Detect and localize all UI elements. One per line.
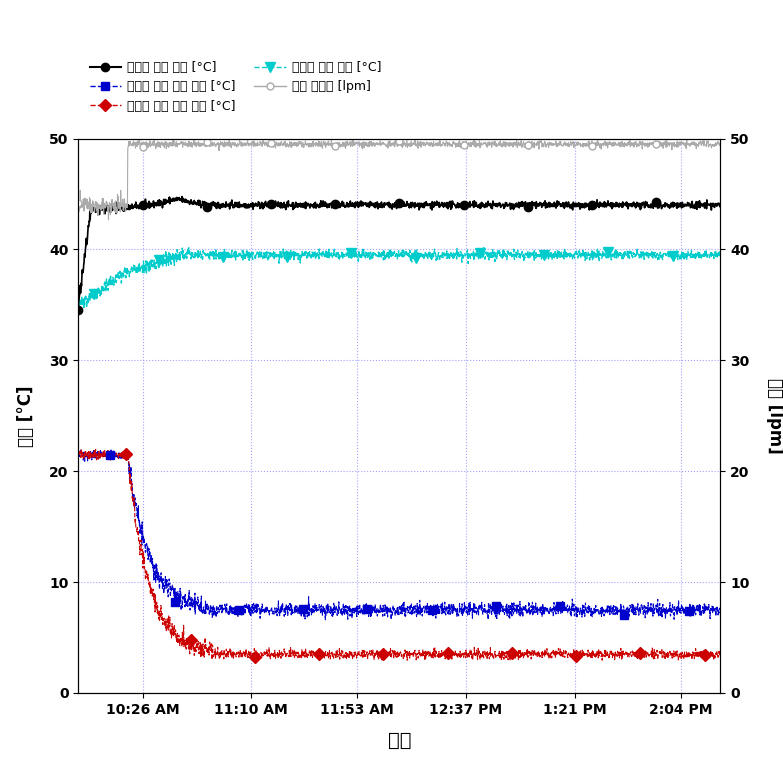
Y-axis label: 온도 [°C]: 온도 [°C] [17, 385, 35, 447]
Legend: 응첩기 출구 수온 [°C], 증발기 입구 공기 온도 [°C], 증발기 출구 공기 온도 [°C], 응첩기 입구 수온 [°C], 온수 순환량 [lp: 응첩기 출구 수온 [°C], 증발기 입구 공기 온도 [°C], 증발기 출… [85, 56, 386, 118]
X-axis label: 시간: 시간 [388, 731, 411, 750]
Y-axis label: 유량 [lpm]: 유량 [lpm] [766, 378, 783, 454]
